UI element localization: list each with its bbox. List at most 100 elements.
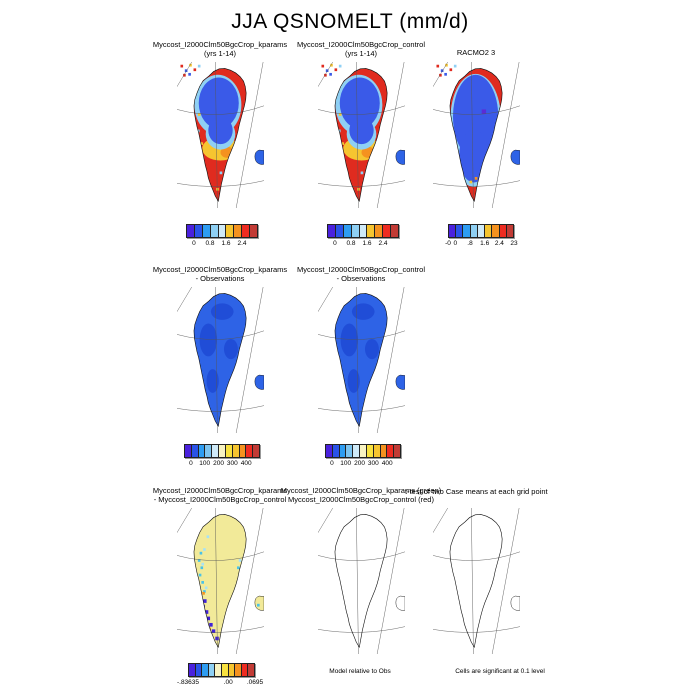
colorbar-cell [225,445,233,457]
colorbar-cell [470,225,478,237]
colorbar-cell [191,445,199,457]
map-r3-kparams-minus-control [177,508,264,654]
panel-title-line1: Myccost_I2000Clm50BgcCrop_control [297,40,425,49]
greenland-fill [335,293,387,426]
colorbar-cell [195,664,203,676]
panel-title-r2p1: Myccost_I2000Clm50BgcCrop_kparams - Obse… [152,265,288,283]
colorbar-cell [367,225,376,237]
colorbar-cell [235,664,242,676]
colorbar-tick-label: 200 [213,460,225,467]
panel-title-r3p2: Myccost_I2000Clm50BgcCrop_kparams (green… [281,486,442,504]
greenland-fill [194,68,246,201]
colorbar-cell [492,225,500,237]
colorbar-cell [185,445,192,457]
panel-title-r2p2: Myccost_I2000Clm50BgcCrop_control - Obse… [297,265,425,283]
colorbar-tick-label: 400 [240,460,252,467]
colorbar-cell [234,225,243,237]
colorbar-cells [448,224,514,238]
map-r2-control-minus-obs [318,287,405,433]
colorbar-cell [226,225,235,237]
colorbar-r3p1: -.83635 .00 .0695 [177,663,263,687]
iceland [510,595,520,612]
colorbar-cell [366,445,374,457]
colorbar-cell [242,225,251,237]
colorbar-cell [373,445,381,457]
colorbar-cell [387,445,395,457]
colorbar-tick-label: .00 [223,679,233,686]
map-r3-significance-outline [318,508,405,654]
colorbar-cell [346,445,354,457]
colorbar-cell [353,445,361,457]
colorbar-tick-label: 200 [354,460,366,467]
colorbar-tick-label: 0 [333,240,337,247]
panel-title-r1p1: Myccost_I2000Clm50BgcCrop_kparams (yrs 1… [153,40,287,58]
colorbar-cell [228,664,236,676]
colorbar-tick-label: -0 [445,240,451,247]
colorbar-tick-label: 0.8 [346,240,356,247]
colorbar-r1p1: 0 0.8 1.6 2.4 [186,224,258,248]
colorbar-cell [328,225,336,237]
panel-title-line2: - Myccost_I2000Clm50BgcCrop_control [153,494,287,504]
colorbar-cell [241,664,249,676]
colorbar-cell [485,225,493,237]
colorbar-tick-label: 400 [381,460,393,467]
colorbar-cell [456,225,464,237]
colorbar-cell [208,664,216,676]
colorbar-cells [186,224,258,238]
panel-title-r3p1: Myccost_I2000Clm50BgcCrop_kparams - Mycc… [153,486,287,504]
colorbar-cell [215,664,222,676]
colorbar-cell [394,445,400,457]
colorbar-tick-label: 300 [367,460,379,467]
map-r2-kparams-minus-obs [177,287,264,433]
colorbar-cell [339,445,347,457]
colorbar-r1p2: 0 0.8 1.6 2.4 [327,224,399,248]
colorbar-cell [499,225,507,237]
colorbar-tick-label: 2.4 [378,240,388,247]
panel-title-r3p3: t-test of two Case means at each grid po… [405,487,548,497]
map-r1-control [318,62,405,208]
iceland [395,149,405,166]
iceland [510,149,520,166]
colorbar-cell [253,445,259,457]
colorbar-cell [383,225,392,237]
panel-title-line1: Myccost_I2000Clm50BgcCrop_control [297,265,425,274]
colorbar-tick-label: 100 [340,460,352,467]
caption-significance: Cells are significant at 0.1 level [455,668,545,675]
colorbar-labels: 0 0.8 1.6 2.4 [327,240,399,248]
colorbar-tick-label: .0695 [246,679,264,686]
greenland-fill [194,514,246,647]
colorbar-cell [246,445,254,457]
panel-title-r1p3: RACMO2 3 [457,48,495,58]
map-r1-racmo [433,62,520,208]
colorbar-labels: 0 0.8 1.6 2.4 [186,240,258,248]
colorbar-cell [205,445,213,457]
colorbar-tick-label: -.83635 [176,679,200,686]
colorbar-cell [332,445,340,457]
panel-title-line2: - Observations [336,273,386,283]
panel-title-r1p2: Myccost_I2000Clm50BgcCrop_control (yrs 1… [297,40,425,58]
colorbar-tick-label: 300 [226,460,238,467]
colorbar-cell [202,225,211,237]
colorbar-cell [335,225,344,237]
map-r3-ttest-outline [433,508,520,654]
iceland [395,595,405,612]
iceland [254,149,264,166]
archipelago-cells [180,63,201,77]
colorbar-tick-label: 0 [189,460,193,467]
panel-title-line1: t-test of two Case means at each grid po… [405,487,548,496]
iceland [254,374,264,391]
caption-model-relative-to-obs: Model relative to Obs [329,668,391,675]
colorbar-cell [194,225,203,237]
colorbar-cell [202,664,209,676]
coastline [334,513,388,648]
iceland [395,374,405,391]
colorbar-cell [326,445,333,457]
colorbar-cell [219,445,226,457]
colorbar-labels: 0 100 200 300 400 [184,460,260,468]
colorbar-cell [343,225,352,237]
colorbar-tick-label: 0 [453,240,458,247]
panel-title-line1: Myccost_I2000Clm50BgcCrop_kparams [152,265,288,274]
colorbar-cell [250,225,258,237]
colorbar-cell [218,225,227,237]
